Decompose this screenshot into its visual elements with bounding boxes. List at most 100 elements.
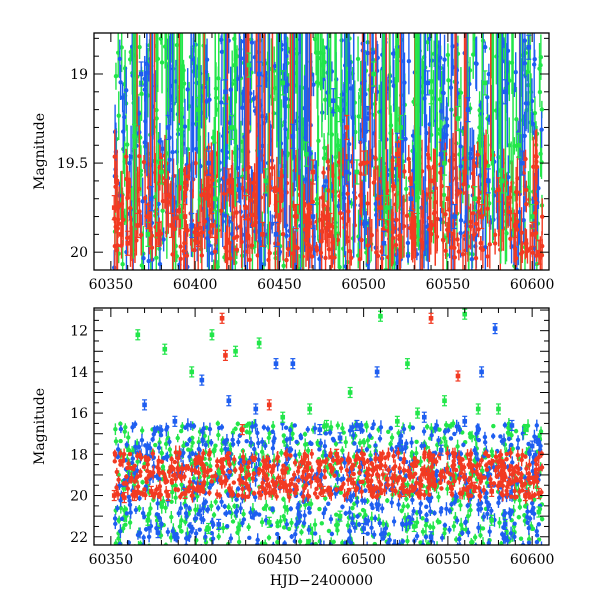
data-point: [196, 232, 201, 237]
observation-point: [539, 127, 543, 131]
data-point: [355, 170, 360, 175]
observation-point: [506, 210, 510, 214]
observation-point: [473, 535, 477, 539]
observation-point: [474, 222, 478, 226]
observation-point: [459, 523, 463, 527]
observation-point: [322, 156, 326, 160]
observation-point: [226, 505, 230, 509]
observation-point: [441, 238, 445, 242]
observation-point: [404, 497, 408, 501]
data-point: [462, 170, 467, 175]
observation-point: [173, 495, 177, 499]
observation-point: [366, 51, 370, 55]
observation-point: [246, 525, 250, 529]
observation-point: [407, 59, 411, 63]
observation-point: [275, 540, 279, 544]
observation-point: [321, 203, 325, 207]
observation-point: [477, 196, 481, 200]
observation-point: [204, 99, 208, 103]
data-point: [149, 196, 154, 201]
observation-point: [365, 201, 369, 205]
observation-point: [219, 100, 223, 104]
observation-point: [251, 97, 255, 101]
observation-point: [295, 246, 299, 250]
observation-point: [514, 429, 518, 433]
data-point: [365, 116, 370, 121]
observation-point: [118, 439, 122, 443]
observation-point: [478, 533, 482, 537]
data-point: [439, 152, 444, 157]
observation-point: [514, 70, 518, 74]
observation-point: [281, 232, 285, 236]
observation-point: [321, 170, 325, 174]
observation-point: [451, 421, 455, 425]
observation-point: [323, 256, 327, 260]
data-point: [385, 205, 390, 210]
observation-point: [345, 192, 349, 196]
observation-point: [121, 218, 125, 222]
observation-point: [324, 179, 328, 183]
observation-point: [113, 427, 117, 431]
observation-point: [493, 241, 497, 245]
observation-point: [335, 528, 339, 532]
observation-point: [185, 253, 189, 257]
observation-point: [248, 258, 252, 262]
observation-point: [214, 500, 218, 504]
x-tick-label: 60350: [89, 277, 134, 293]
data-point: [294, 214, 299, 219]
data-point: [304, 152, 309, 157]
observation-point: [376, 254, 380, 258]
data-point: [136, 223, 141, 228]
data-point: [382, 241, 387, 246]
data-point: [412, 223, 417, 228]
observation-point: [320, 229, 324, 233]
data-point: [146, 214, 151, 219]
observation-point: [445, 487, 449, 491]
observation-point: [497, 520, 501, 524]
observation-point: [113, 154, 117, 158]
plot-area: [112, 309, 545, 553]
observation-point: [468, 152, 472, 156]
observation-point: [320, 521, 324, 525]
observation-point: [137, 154, 141, 158]
observation-point: [314, 542, 318, 546]
observation-point: [216, 421, 220, 425]
observation-point: [524, 188, 528, 192]
observation-point: [147, 544, 151, 548]
observation-point: [267, 436, 271, 440]
data-point: [500, 179, 505, 184]
observation-point: [177, 209, 181, 213]
observation-point: [283, 505, 287, 509]
observation-point: [238, 224, 242, 228]
observation-point: [326, 159, 330, 163]
data-point: [227, 179, 232, 184]
observation-point: [118, 80, 122, 84]
observation-point: [404, 187, 408, 191]
observation-point: [154, 256, 158, 260]
observation-point: [524, 101, 528, 105]
observation-point: [231, 519, 235, 523]
observation-point: [192, 248, 196, 252]
y-tick-label: 20: [70, 245, 88, 261]
observation-point: [302, 201, 306, 205]
observation-point: [219, 38, 223, 42]
observation-point: [213, 249, 217, 253]
data-point: [264, 179, 269, 184]
observation-point: [291, 251, 295, 255]
observation-point: [124, 88, 128, 92]
observation-point: [479, 241, 483, 245]
data-point: [425, 81, 430, 86]
observation-cloud: [113, 417, 545, 553]
plot-area: [112, 8, 545, 300]
observation-point: [340, 448, 344, 452]
observation-point: [471, 52, 475, 56]
y-tick-label: 19.5: [57, 156, 88, 172]
data-point: [280, 81, 285, 86]
observation-point: [349, 256, 353, 260]
observation-point: [235, 530, 239, 534]
observation-point: [391, 184, 395, 188]
observation-point: [179, 529, 183, 533]
